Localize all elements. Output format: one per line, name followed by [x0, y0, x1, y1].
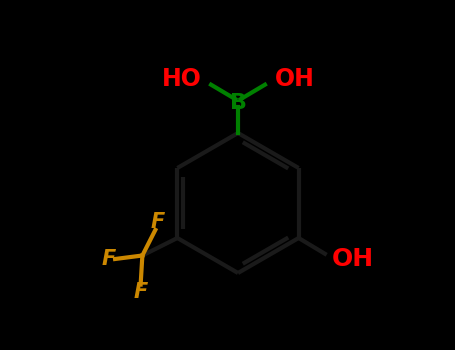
- Text: OH: OH: [332, 247, 374, 271]
- Text: F: F: [151, 212, 165, 232]
- Text: HO: HO: [162, 67, 201, 91]
- Text: OH: OH: [275, 67, 314, 91]
- Text: B: B: [229, 93, 247, 113]
- Text: F: F: [102, 249, 116, 269]
- Text: F: F: [133, 282, 148, 302]
